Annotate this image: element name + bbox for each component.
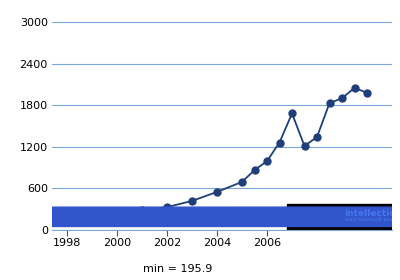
Text: intellecticu: intellecticu (344, 209, 400, 218)
Circle shape (0, 207, 400, 227)
Text: изучаемый рынок: изучаемый рынок (344, 217, 400, 223)
Bar (287, 204, 392, 230)
Text: min = 195.9: min = 195.9 (143, 264, 212, 274)
